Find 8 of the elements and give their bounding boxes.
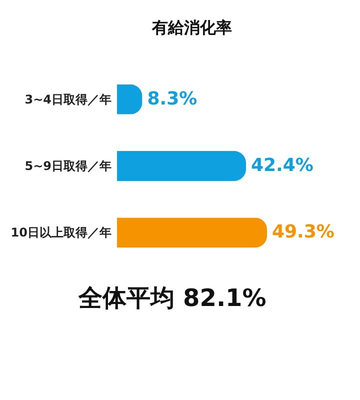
data-label: 42.4% xyxy=(251,155,314,176)
text: 全体平均 82.1% xyxy=(77,283,268,314)
data-label: 49.3% xyxy=(272,222,334,243)
data-label: 8.3% xyxy=(147,88,198,110)
y-tick-label: 10日以上取得／年 xyxy=(10,226,112,240)
y-tick-label: 5~9日取得／年 xyxy=(24,159,112,173)
chart-title: 有給消化率 xyxy=(151,18,232,37)
y-tick-label: 3~4日取得／年 xyxy=(24,92,112,106)
